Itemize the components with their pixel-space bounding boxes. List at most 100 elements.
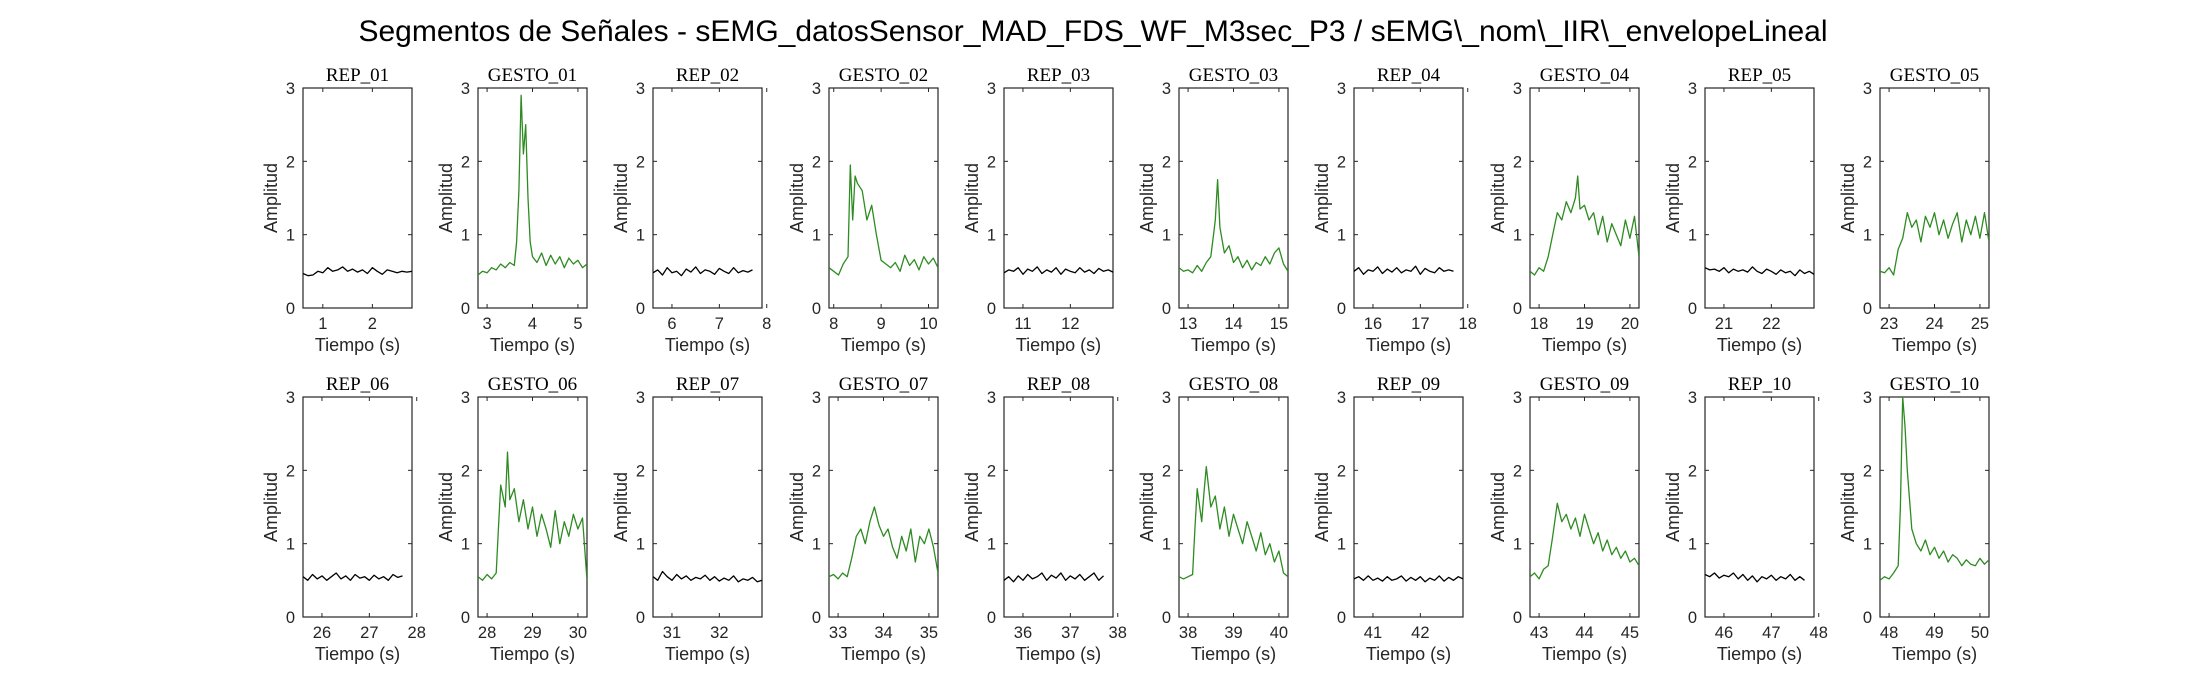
axes-box <box>1529 396 1640 618</box>
x-tick-label: 26 <box>313 624 331 642</box>
x-tick-label: 16 <box>1364 315 1382 333</box>
y-tick-label: 3 <box>1688 80 1697 98</box>
x-tick-label: 2 <box>368 315 377 333</box>
series-line <box>1705 572 1805 583</box>
subplot-title: GESTO_02 <box>839 65 928 86</box>
y-tick-label: 1 <box>1337 227 1346 245</box>
y-tick-label: 2 <box>812 153 821 171</box>
x-axis-label: Tiempo (s) <box>490 644 575 664</box>
x-tick-label: 44 <box>1575 624 1593 642</box>
x-axis-label: Tiempo (s) <box>1542 644 1627 664</box>
series-line <box>1880 397 1989 581</box>
x-tick-label: 18 <box>1459 315 1477 333</box>
y-tick-label: 3 <box>1688 389 1697 407</box>
y-tick-label: 2 <box>461 462 470 480</box>
y-tick-label: 3 <box>636 80 645 98</box>
subplot-gesto-04: 0 1 2 3 18 19 20 GESTO_04 Tiempo (s) Amplitud <box>1488 65 1640 355</box>
y-tick-label: 2 <box>812 462 821 480</box>
subplot-title: GESTO_07 <box>839 374 928 395</box>
axes-box <box>1178 396 1289 618</box>
y-tick-label: 1 <box>987 227 996 245</box>
x-axis-label: Tiempo (s) <box>841 644 926 664</box>
axes-box <box>1529 87 1640 309</box>
y-tick-label: 2 <box>286 462 295 480</box>
y-tick-label: 0 <box>636 609 645 627</box>
x-tick-label: 18 <box>1530 315 1548 333</box>
x-tick-label: 30 <box>569 624 587 642</box>
x-axis-label: Tiempo (s) <box>1366 644 1451 664</box>
y-axis-label: Amplitud <box>436 472 456 542</box>
y-tick-label: 1 <box>286 227 295 245</box>
y-tick-label: 1 <box>286 536 295 554</box>
y-axis-label: Amplitud <box>787 163 807 233</box>
y-tick-label: 2 <box>1863 153 1872 171</box>
y-tick-label: 0 <box>461 300 470 318</box>
x-tick-label: 38 <box>1179 624 1197 642</box>
subplot-title: GESTO_01 <box>488 65 577 86</box>
x-tick-label: 23 <box>1880 315 1898 333</box>
y-tick-label: 2 <box>1863 462 1872 480</box>
subplot-title: REP_04 <box>1377 65 1441 86</box>
y-tick-label: 1 <box>1688 227 1697 245</box>
y-axis-label: Amplitud <box>962 163 982 233</box>
subplot-rep-05: 0 1 2 3 21 22 REP_05 Tiempo (s) Amplitud <box>1663 65 1815 355</box>
series-line <box>1880 212 1989 276</box>
x-tick-label: 27 <box>360 624 378 642</box>
series-line <box>829 164 938 276</box>
axes-box <box>302 87 413 309</box>
series-line <box>478 94 587 276</box>
y-tick-label: 1 <box>1863 227 1872 245</box>
subplot-rep-02: 0 1 2 3 6 7 8 REP_02 Tiempo (s) Amplitud <box>611 65 771 355</box>
series-line <box>1354 265 1454 275</box>
x-tick-label: 40 <box>1270 624 1288 642</box>
figure-title: Segmentos de Señales - sEMG_datosSensor_… <box>358 15 1827 48</box>
x-tick-label: 32 <box>710 624 728 642</box>
x-tick-label: 33 <box>829 624 847 642</box>
subplot-title: REP_06 <box>326 374 389 395</box>
axes-box <box>1879 396 1990 618</box>
y-tick-label: 1 <box>1513 536 1522 554</box>
x-tick-label: 3 <box>482 315 491 333</box>
axes-box <box>1704 396 1815 618</box>
y-tick-label: 1 <box>1513 227 1522 245</box>
y-tick-label: 3 <box>1863 389 1872 407</box>
y-axis-label: Amplitud <box>611 163 631 233</box>
y-tick-label: 0 <box>1863 300 1872 318</box>
x-axis-label: Tiempo (s) <box>1892 335 1977 355</box>
series-line <box>653 266 753 277</box>
subplot-title: GESTO_09 <box>1540 374 1629 395</box>
y-tick-label: 2 <box>1688 153 1697 171</box>
subplot-rep-07: 0 1 2 3 31 32 REP_07 Tiempo (s) Amplitud <box>611 374 763 664</box>
x-axis-label: Tiempo (s) <box>315 335 400 355</box>
subplot-gesto-08: 0 1 2 3 38 39 40 GESTO_08 Tiempo (s) Amplitud <box>1137 374 1289 664</box>
y-axis-label: Amplitud <box>1137 472 1157 542</box>
y-tick-label: 0 <box>636 300 645 318</box>
y-tick-label: 0 <box>812 609 821 627</box>
x-tick-label: 21 <box>1715 315 1733 333</box>
x-axis-label: Tiempo (s) <box>1191 335 1276 355</box>
series-line <box>1354 575 1463 583</box>
y-axis-label: Amplitud <box>261 163 281 233</box>
x-tick-label: 14 <box>1224 315 1242 333</box>
y-tick-label: 0 <box>1513 300 1522 318</box>
y-tick-label: 3 <box>461 389 470 407</box>
axes-box <box>1879 87 1990 309</box>
series-line <box>1530 175 1639 276</box>
y-tick-label: 3 <box>461 80 470 98</box>
y-tick-label: 0 <box>812 300 821 318</box>
subplot-rep-04: 0 1 2 3 16 17 18 REP_04 Tiempo (s) Amplitud <box>1312 65 1477 355</box>
axes-box <box>302 396 413 618</box>
x-axis-label: Tiempo (s) <box>1542 335 1627 355</box>
y-tick-label: 2 <box>461 153 470 171</box>
axes-box <box>828 87 939 309</box>
subplot-gesto-03: 0 1 2 3 13 14 15 GESTO_03 Tiempo (s) Amplitud <box>1137 65 1289 355</box>
y-tick-label: 0 <box>286 300 295 318</box>
axes-box <box>1704 87 1815 309</box>
y-tick-label: 1 <box>1337 536 1346 554</box>
x-tick-label: 39 <box>1224 624 1242 642</box>
y-tick-label: 1 <box>636 227 645 245</box>
y-tick-label: 0 <box>1162 609 1171 627</box>
y-axis-label: Amplitud <box>962 472 982 542</box>
y-axis-label: Amplitud <box>1838 163 1858 233</box>
